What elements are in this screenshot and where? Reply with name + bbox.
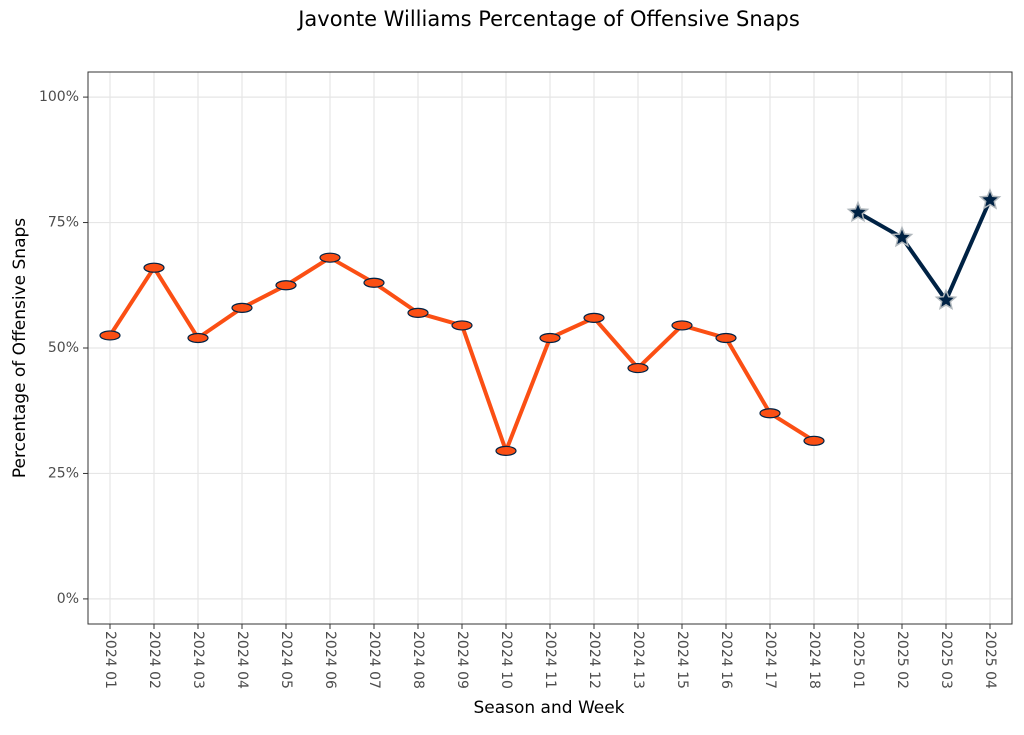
point-marker [978, 188, 1002, 210]
y-tick-label: 0% [57, 591, 79, 607]
x-tick-label: 2025 04 [982, 631, 998, 689]
x-tick-label: 2024 01 [102, 631, 118, 689]
y-axis-title: Percentage of Offensive Snaps [10, 218, 30, 478]
point-marker [363, 277, 385, 288]
x-tick-label: 2024 09 [454, 631, 470, 689]
x-tick-label: 2024 16 [718, 631, 734, 689]
x-tick-label: 2024 13 [630, 631, 646, 689]
x-tick-label: 2024 18 [806, 631, 822, 689]
point-marker [187, 332, 209, 344]
point-marker [846, 200, 870, 223]
x-tick-label: 2025 03 [938, 631, 954, 689]
point-marker [407, 307, 429, 318]
point-marker [451, 320, 473, 331]
x-tick-label: 2024 07 [366, 631, 382, 689]
x-tick-label: 2024 11 [542, 631, 558, 689]
y-tick-label: 100% [39, 89, 79, 105]
plot-border [87, 71, 1013, 625]
x-tick-label: 2024 05 [278, 631, 294, 689]
x-tick-label: 2024 04 [234, 631, 250, 689]
x-tick-label: 2025 01 [850, 631, 866, 689]
point-marker [539, 332, 561, 344]
point-marker [231, 302, 253, 313]
x-tick-label: 2024 10 [498, 631, 514, 689]
x-tick-label: 2024 03 [190, 631, 206, 689]
point-marker [803, 435, 825, 446]
y-tick-label: 25% [48, 465, 79, 481]
series-line [857, 199, 992, 303]
point-marker [99, 330, 121, 341]
x-tick-label: 2024 17 [762, 631, 778, 689]
point-marker [934, 288, 958, 310]
x-tick-label: 2025 02 [894, 631, 910, 689]
point-marker [495, 445, 517, 456]
y-tick-label: 50% [48, 340, 79, 356]
x-tick-label: 2024 15 [674, 631, 690, 689]
chart-title: Javonte Williams Percentage of Offensive… [296, 7, 800, 31]
y-tick-label: 75% [48, 215, 79, 231]
x-tick-label: 2024 12 [586, 631, 602, 689]
x-tick-label: 2024 02 [146, 631, 162, 689]
point-marker [583, 312, 605, 323]
point-marker [671, 320, 693, 331]
point-marker [715, 332, 737, 344]
point-marker [759, 408, 781, 419]
point-marker [627, 362, 649, 374]
x-axis-title: Season and Week [473, 698, 624, 718]
point-marker [319, 252, 341, 263]
point-marker [275, 280, 297, 291]
point-marker [890, 225, 914, 248]
x-tick-label: 2024 08 [410, 631, 426, 689]
point-marker [143, 262, 165, 273]
x-tick-label: 2024 06 [322, 631, 338, 689]
